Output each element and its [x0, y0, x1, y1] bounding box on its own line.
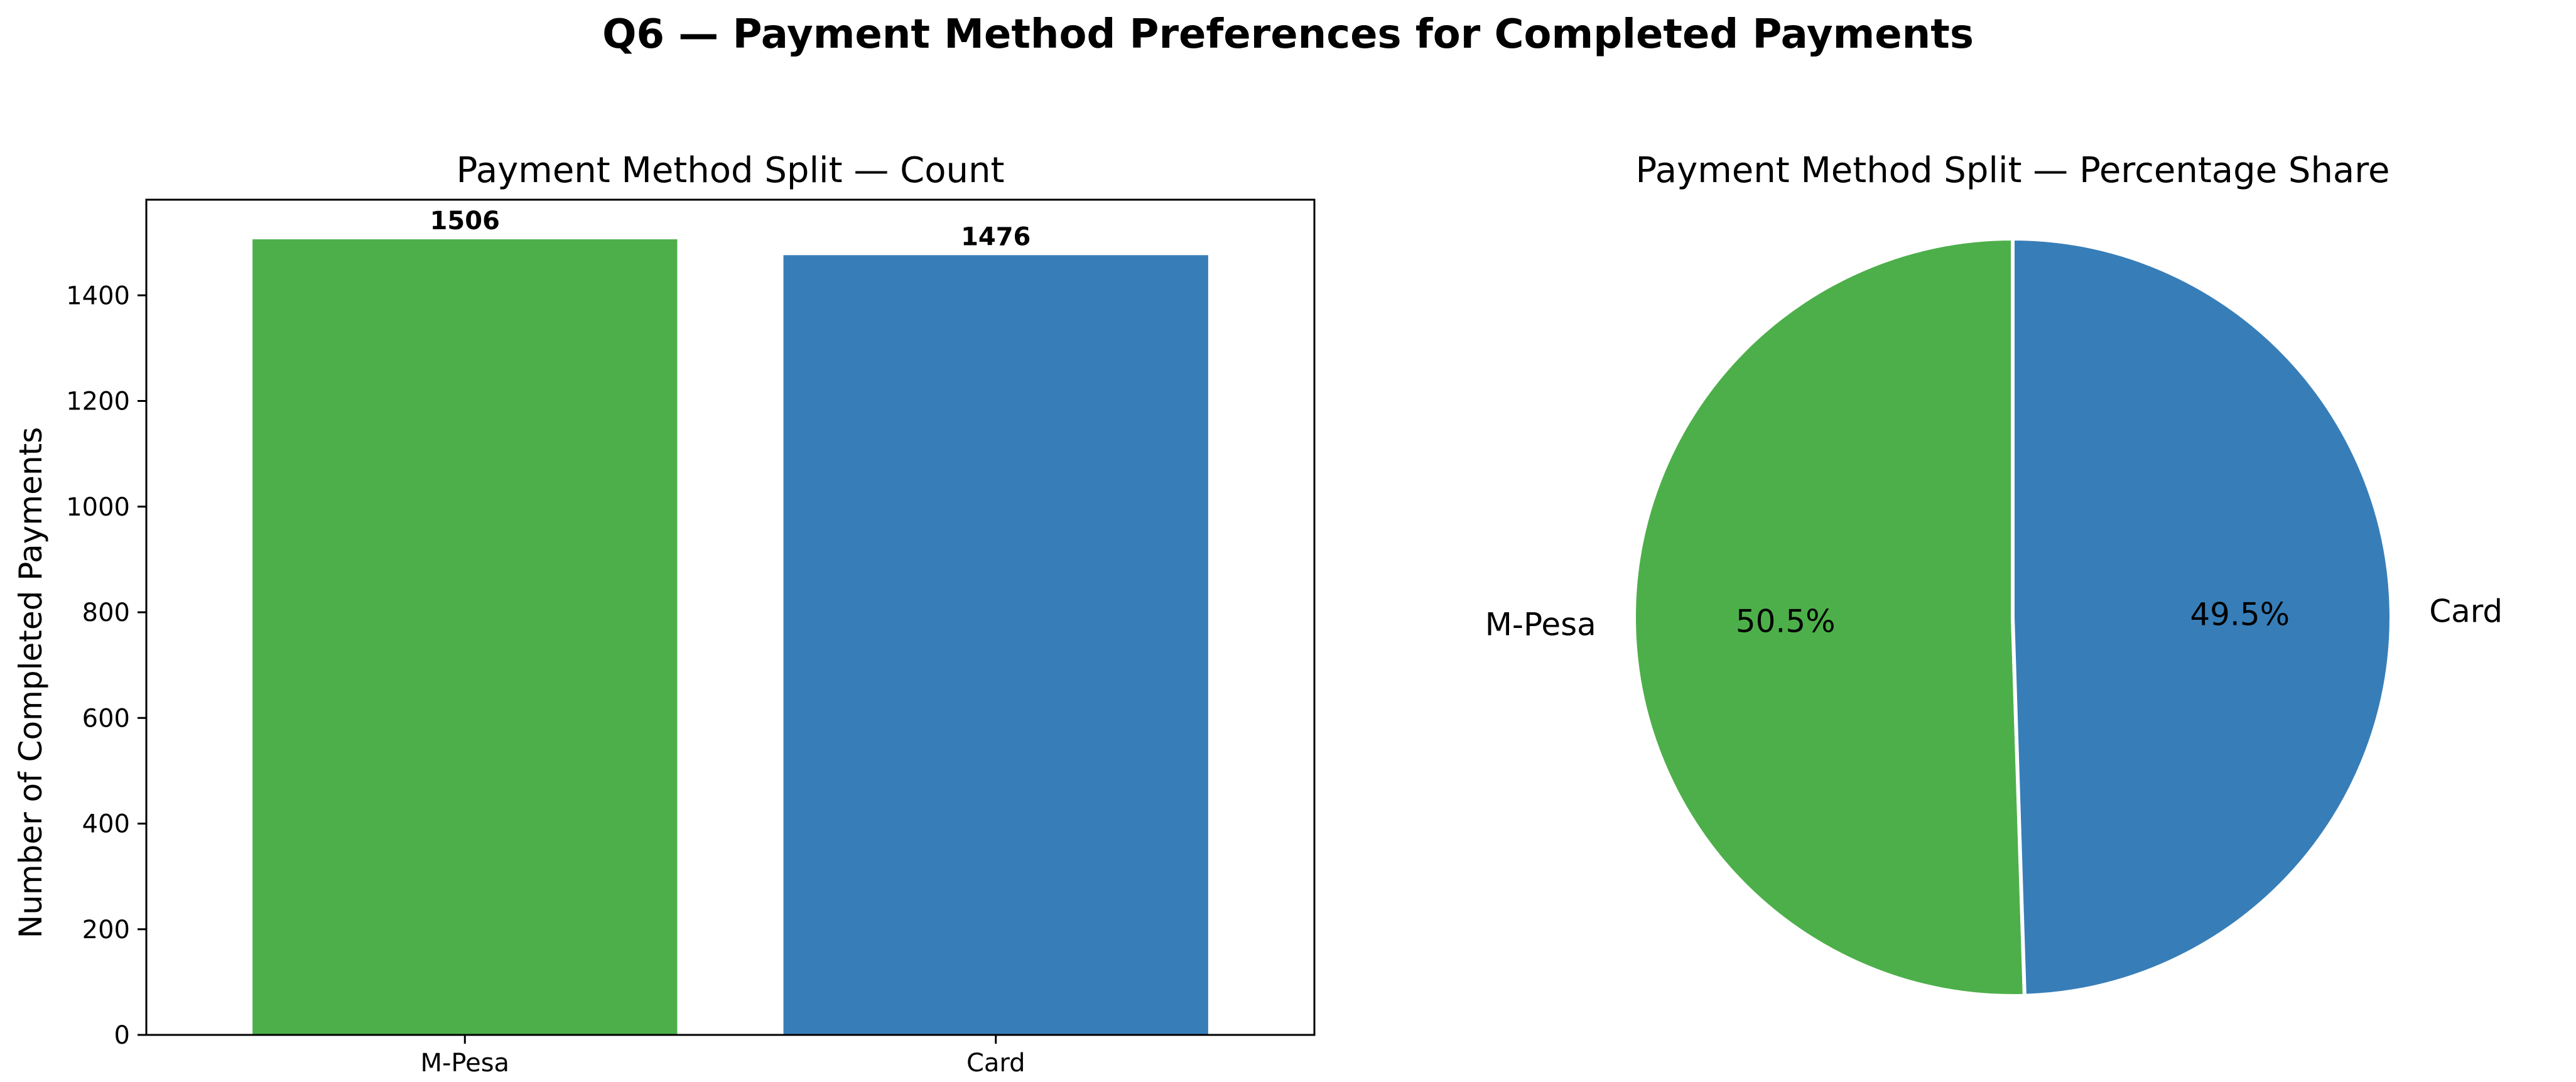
x-tick-label: M-Pesa	[420, 1049, 509, 1078]
y-tick-label: 1000	[66, 493, 130, 522]
bar-card	[783, 255, 1208, 1035]
pie-chart-labels: 50.5% M-Pesa 49.5% Card	[1485, 593, 2503, 643]
bar-chart-bars	[252, 239, 1208, 1035]
bar-chart-x-ticks: M-Pesa Card	[420, 1035, 1026, 1078]
y-tick-label: 600	[82, 704, 130, 733]
y-tick-label: 200	[82, 916, 130, 944]
y-tick-label: 1400	[66, 281, 130, 310]
pie-chart-title: Payment Method Split — Percentage Share	[1636, 150, 2390, 191]
bar-chart-title: Payment Method Split — Count	[457, 150, 1005, 191]
y-tick-label: 400	[82, 810, 130, 839]
pie-category-label: M-Pesa	[1485, 606, 1596, 642]
pie-category-label: Card	[2429, 593, 2503, 630]
bar-m-pesa	[252, 239, 678, 1035]
y-tick-label: 800	[82, 598, 130, 627]
pie-chart: Payment Method Split — Percentage Share …	[1485, 150, 2503, 998]
bar-chart-value-labels: 1506 1476	[430, 207, 1031, 251]
y-tick-label: 0	[114, 1021, 130, 1050]
pie-chart-slices	[1632, 237, 2393, 998]
bar-chart: Payment Method Split — Count Number of C…	[13, 150, 1316, 1078]
pie-percent-label: 50.5%	[1736, 603, 1836, 640]
bar-value-label: 1476	[961, 222, 1031, 251]
y-tick-label: 1200	[66, 387, 130, 416]
bar-chart-y-axis-label: Number of Completed Payments	[13, 427, 49, 938]
bar-value-label: 1506	[430, 207, 500, 235]
pie-percent-label: 49.5%	[2190, 596, 2290, 632]
pie-slice-card	[2011, 237, 2393, 998]
pie-slice-m-pesa	[1632, 237, 2027, 998]
bar-chart-axes-frame	[145, 198, 1316, 1036]
bar-chart-y-ticks: 0 200 400 600 800 1000 1200 1400	[66, 281, 146, 1050]
x-tick-label: Card	[966, 1049, 1026, 1078]
figure-title: Q6 — Payment Method Preferences for Comp…	[602, 11, 1974, 58]
